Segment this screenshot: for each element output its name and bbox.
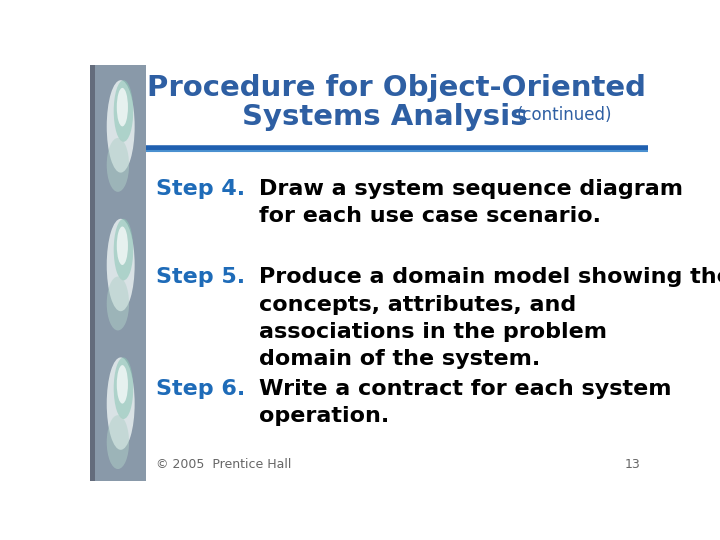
Bar	[90, 65, 94, 481]
Text: © 2005  Prentice Hall: © 2005 Prentice Hall	[156, 458, 292, 471]
Ellipse shape	[117, 226, 128, 265]
Ellipse shape	[107, 276, 129, 330]
Text: Write a contract for each system
operation.: Write a contract for each system operati…	[259, 379, 672, 426]
Bar	[90, 65, 145, 481]
Ellipse shape	[114, 80, 133, 142]
Ellipse shape	[107, 415, 129, 469]
Text: Draw a system sequence diagram
for each use case scenario.: Draw a system sequence diagram for each …	[259, 179, 683, 226]
Bar	[90, 342, 145, 481]
Text: 13: 13	[624, 458, 640, 471]
Text: Procedure for Object-Oriented: Procedure for Object-Oriented	[148, 74, 647, 102]
Ellipse shape	[114, 219, 133, 280]
Text: (continued): (continued)	[517, 106, 613, 124]
Bar	[90, 204, 145, 342]
Ellipse shape	[117, 365, 128, 403]
Ellipse shape	[107, 138, 129, 192]
Ellipse shape	[114, 357, 133, 419]
Text: Step 5.: Step 5.	[156, 267, 245, 287]
Ellipse shape	[107, 80, 135, 173]
Text: Step 6.: Step 6.	[156, 379, 245, 399]
Bar	[90, 65, 145, 204]
Ellipse shape	[117, 88, 128, 126]
Bar	[145, 65, 648, 148]
Text: Step 4.: Step 4.	[156, 179, 245, 199]
Ellipse shape	[107, 219, 135, 311]
Ellipse shape	[107, 357, 135, 450]
Text: Systems Analysis: Systems Analysis	[243, 103, 528, 131]
Text: Produce a domain model showing the
concepts, attributes, and
associations in the: Produce a domain model showing the conce…	[259, 267, 720, 369]
